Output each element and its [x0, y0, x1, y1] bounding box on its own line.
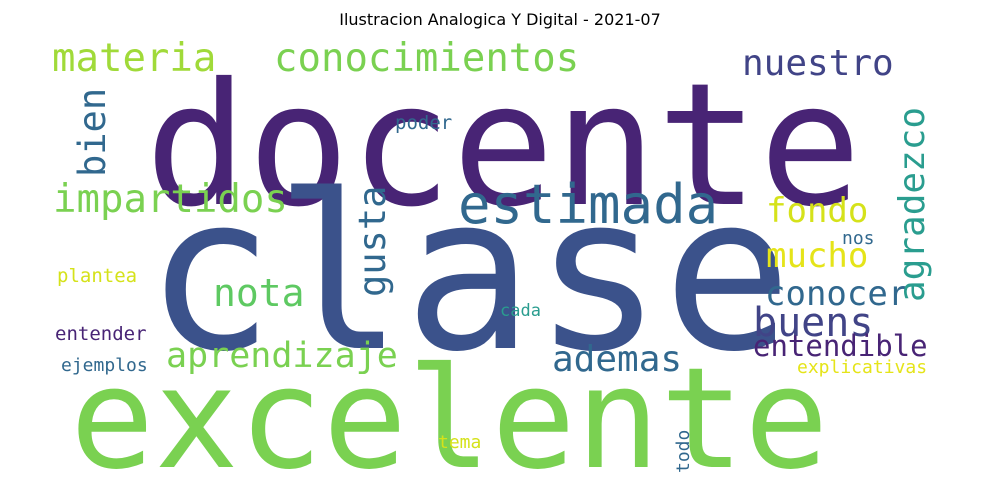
word-conocer: conocer [765, 274, 909, 314]
word-nota: nota [213, 271, 305, 315]
word-impartidos: impartidos [53, 177, 288, 222]
word-conocimientos: conocimientos [274, 37, 580, 81]
word-fondo: fondo [766, 191, 869, 231]
word-bien: bien [71, 87, 114, 177]
word-nos: nos [842, 228, 875, 249]
word-ademas: ademas [552, 339, 683, 380]
word-gusta: gusta [351, 185, 394, 297]
word-entendible: entendible [753, 329, 928, 363]
word-materia: materia [52, 37, 217, 81]
word-plantea: plantea [57, 265, 138, 287]
word-cloud: docente clase excelente materia conocimi… [50, 37, 950, 487]
word-agradezco: agradezco [892, 106, 933, 302]
word-todo: todo [673, 429, 694, 473]
word-excelente: excelente [70, 338, 829, 488]
word-clase: clase [145, 148, 793, 399]
word-aprendizaje: aprendizaje [166, 336, 398, 376]
word-tema: tema [438, 432, 482, 453]
word-mucho: mucho [766, 236, 869, 276]
chart-title: Ilustracion Analogica Y Digital - 2021-0… [339, 10, 661, 29]
word-docente: docente [145, 47, 862, 245]
word-ejemplos: ejemplos [61, 355, 148, 376]
word-cada: cada [500, 301, 541, 321]
word-entender: entender [55, 323, 147, 345]
word-explicativas: explicativas [797, 357, 928, 378]
word-poder: poder [395, 112, 453, 134]
word-estimada: estimada [458, 173, 719, 236]
word-nuestro: nuestro [742, 43, 894, 84]
word-buens: buens [753, 300, 874, 346]
